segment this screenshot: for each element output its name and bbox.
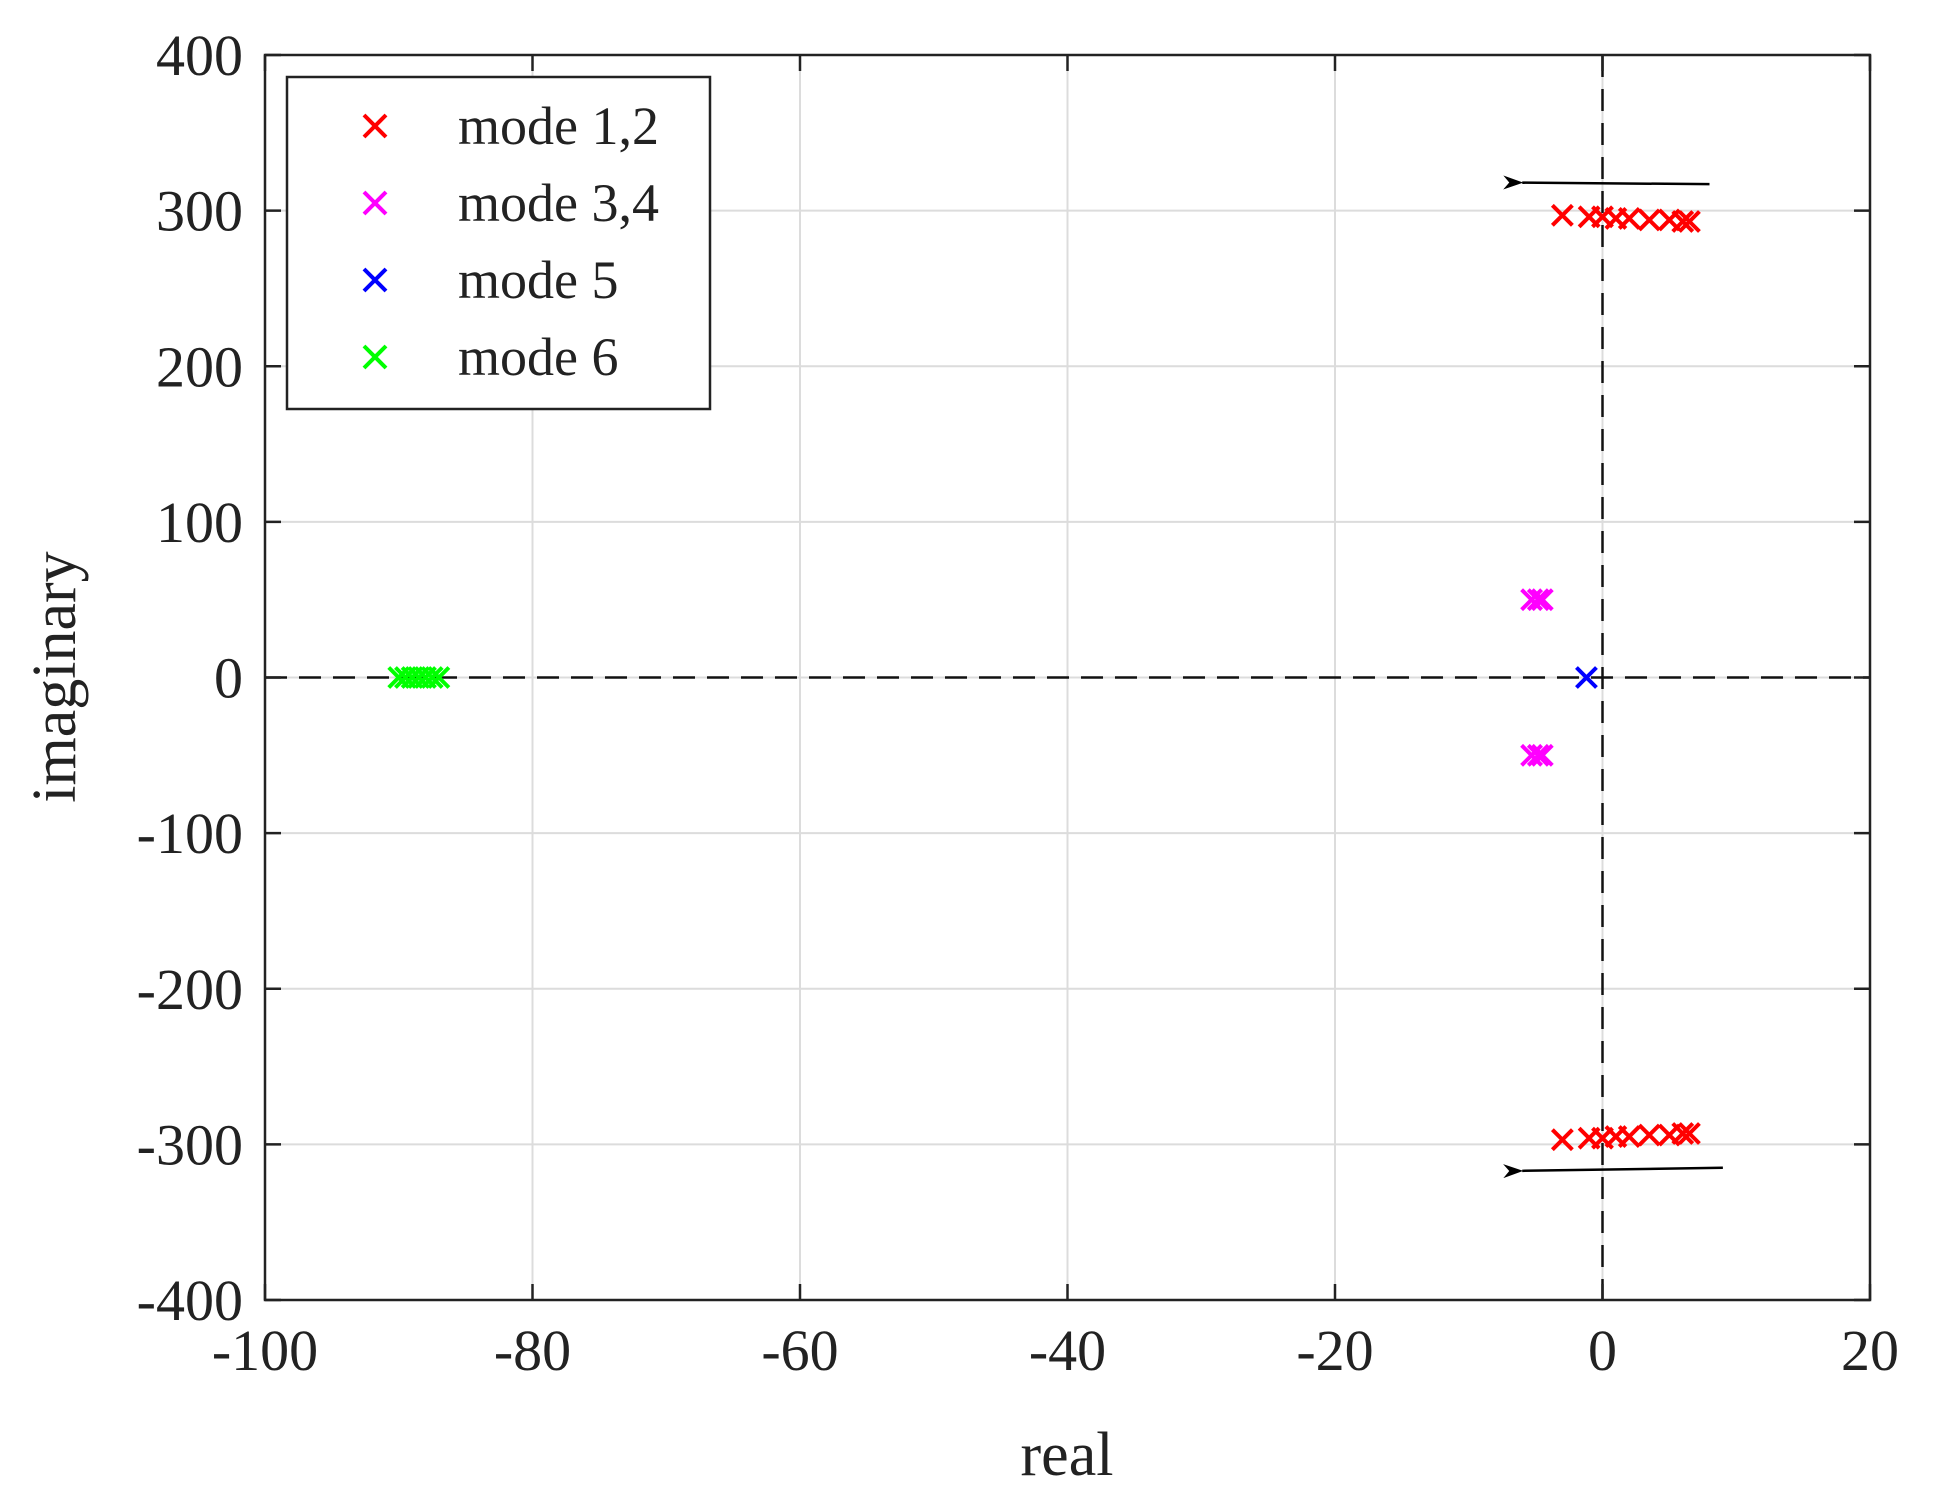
x-tick-label: -20 xyxy=(1296,1318,1373,1383)
data-point xyxy=(1550,1128,1574,1152)
data-points xyxy=(387,203,1701,1152)
x-tick-label: 0 xyxy=(1588,1318,1617,1383)
trend-arrow xyxy=(1503,175,1710,190)
y-axis-label: imaginary xyxy=(21,551,89,802)
data-point xyxy=(1637,208,1661,232)
legend-marker xyxy=(362,344,388,370)
y-tick-label: -200 xyxy=(137,957,243,1022)
y-tick-label: -300 xyxy=(137,1112,243,1177)
x-tick-label: -60 xyxy=(761,1318,838,1383)
data-point xyxy=(1671,1122,1695,1145)
x-tick-labels: -100 -80 -60 -40 -20 0 20 xyxy=(212,1318,1899,1383)
legend: mode 1,2 mode 3,4 mode 5 mode 6 xyxy=(285,75,712,411)
data-point xyxy=(420,666,444,689)
reference-lines xyxy=(265,55,1870,1300)
data-point xyxy=(1526,588,1550,612)
legend-label: mode 6 xyxy=(458,327,618,387)
legend-label: mode 1,2 xyxy=(458,96,659,156)
y-tick-label: 400 xyxy=(156,23,243,88)
y-tick-label: 0 xyxy=(214,646,243,711)
x-tick-label: -80 xyxy=(494,1318,571,1383)
legend-box xyxy=(285,75,712,411)
y-tick-label: -400 xyxy=(137,1268,243,1333)
y-tick-label: -100 xyxy=(137,801,243,866)
axis-ticks xyxy=(263,53,1872,1302)
x-tick-label: -40 xyxy=(1029,1318,1106,1383)
x-tick-label: 20 xyxy=(1841,1318,1899,1383)
legend-label: mode 3,4 xyxy=(458,173,659,233)
data-point xyxy=(1637,1123,1661,1147)
annotation-arrows xyxy=(1503,175,1723,1179)
legend-marker xyxy=(362,113,388,139)
data-point xyxy=(1678,210,1701,233)
y-tick-label: 100 xyxy=(156,490,243,555)
data-point xyxy=(427,666,451,689)
data-point xyxy=(1575,666,1598,689)
legend-label: mode 5 xyxy=(458,250,618,310)
y-tick-label: 300 xyxy=(156,179,243,244)
data-point xyxy=(1617,1125,1641,1149)
y-tick-label: 200 xyxy=(156,334,243,399)
trend-arrow xyxy=(1503,1164,1723,1179)
data-point xyxy=(1617,206,1641,230)
data-point xyxy=(1671,210,1695,233)
data-point xyxy=(1526,743,1550,767)
data-point xyxy=(1530,743,1554,767)
legend-marker xyxy=(362,190,388,216)
y-tick-labels: -400 -300 -200 -100 0 100 200 300 400 xyxy=(137,23,243,1333)
legend-marker xyxy=(362,267,388,293)
x-axis-label: real xyxy=(1021,1421,1114,1485)
data-point xyxy=(1678,1122,1701,1145)
data-point xyxy=(1550,203,1574,227)
x-tick-label: -100 xyxy=(212,1318,318,1383)
data-point xyxy=(1530,588,1554,612)
